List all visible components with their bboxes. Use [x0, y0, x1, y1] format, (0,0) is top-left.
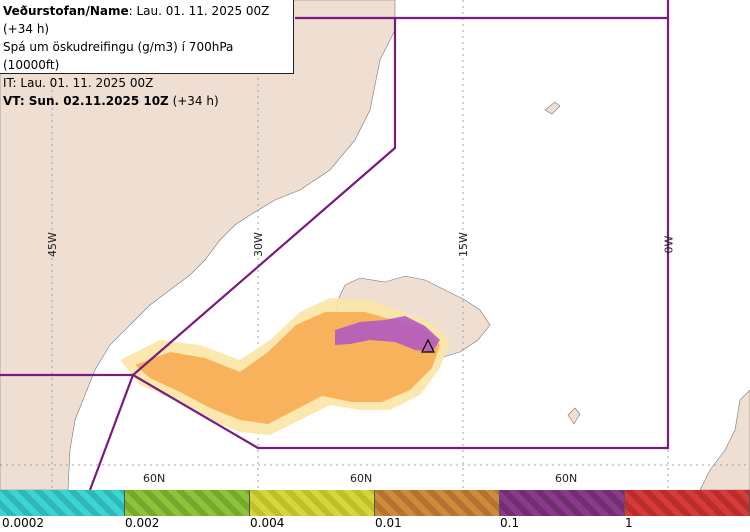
- legend-label-4: 0.1: [500, 516, 520, 530]
- legend-label-1: 0.002: [125, 516, 160, 530]
- valid-offset: (+34 h): [168, 94, 219, 108]
- concentration-legend: [0, 490, 750, 516]
- ash-cloud: [120, 298, 450, 435]
- issuer-label: Veðurstofan/Name: [3, 4, 129, 18]
- legend-labels: 0.0002 0.002 0.004 0.01 0.1 1: [0, 516, 750, 532]
- initial-time: IT: Lau. 01. 11. 2025 00Z: [3, 76, 154, 90]
- legend-swatch-3: [250, 490, 375, 516]
- jan-mayen-island: [544, 101, 561, 115]
- legend-swatch-5: [500, 490, 625, 516]
- map-canvas: [0, 0, 750, 490]
- legend-label-2: 0.004: [250, 516, 285, 530]
- lon-label-0w: 0W: [662, 235, 676, 254]
- faroe-islands: [567, 407, 581, 425]
- lon-label-45w: 45W: [45, 232, 59, 257]
- product-description: Spá um öskudreifingu (g/m3) í 700hPa (10…: [3, 40, 234, 72]
- issue-time: : Lau. 01. 11. 2025 00Z (+34 h): [3, 4, 270, 36]
- legend-swatch-6: [625, 490, 750, 516]
- lat-label-60n-2: 60N: [350, 472, 373, 485]
- valid-time: VT: Sun. 02.11.2025 10Z: [3, 94, 169, 108]
- lat-label-60n-1: 60N: [143, 472, 166, 485]
- lon-label-15w: 15W: [456, 232, 470, 257]
- legend-swatch-4: [375, 490, 500, 516]
- volcano-triangle-icon: [421, 338, 435, 353]
- legend-label-5: 1: [625, 516, 633, 530]
- lat-label-60n-3: 60N: [555, 472, 578, 485]
- legend-swatch-1: [0, 490, 125, 516]
- forecast-info-box: Veðurstofan/Name: Lau. 01. 11. 2025 00Z …: [0, 0, 294, 108]
- fir-boundary: [0, 0, 670, 490]
- legend-swatch-2: [125, 490, 250, 516]
- legend-label-3: 0.01: [375, 516, 402, 530]
- greenland-land: [0, 0, 396, 490]
- legend-label-0: 0.0002: [2, 516, 44, 530]
- norway-coast: [699, 389, 750, 490]
- lon-label-30w: 30W: [251, 232, 265, 257]
